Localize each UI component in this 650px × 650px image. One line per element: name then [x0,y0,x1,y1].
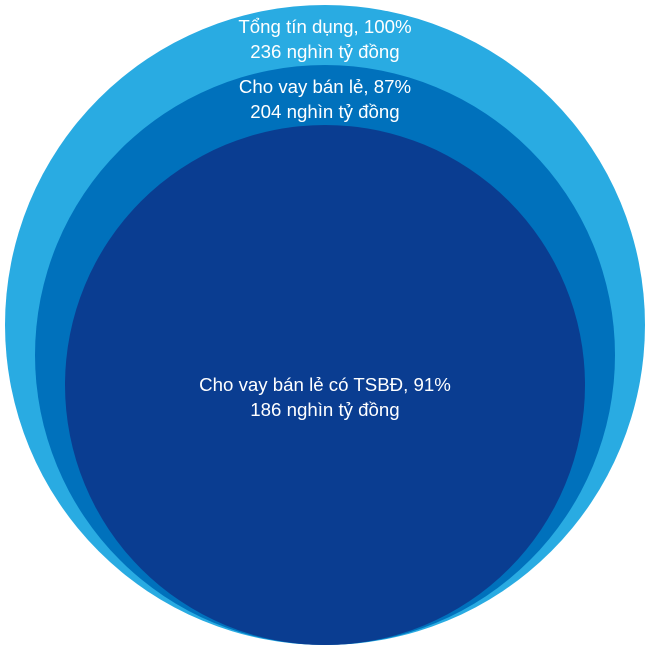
label-retail-lending: Cho vay bán lẻ, 87% 204 nghìn tỷ đồng [0,74,650,124]
nested-circle-chart: Tổng tín dụng, 100% 236 nghìn tỷ đồng Ch… [0,0,650,650]
label-retail-lending-secured: Cho vay bán lẻ có TSBĐ, 91% 186 nghìn tỷ… [0,372,650,422]
label-subtitle: 204 nghìn tỷ đồng [0,99,650,124]
label-total-credit: Tổng tín dụng, 100% 236 nghìn tỷ đồng [0,14,650,64]
label-subtitle: 236 nghìn tỷ đồng [0,39,650,64]
label-title: Cho vay bán lẻ có TSBĐ, 91% [0,372,650,397]
label-title: Tổng tín dụng, 100% [0,14,650,39]
label-subtitle: 186 nghìn tỷ đồng [0,397,650,422]
label-title: Cho vay bán lẻ, 87% [0,74,650,99]
